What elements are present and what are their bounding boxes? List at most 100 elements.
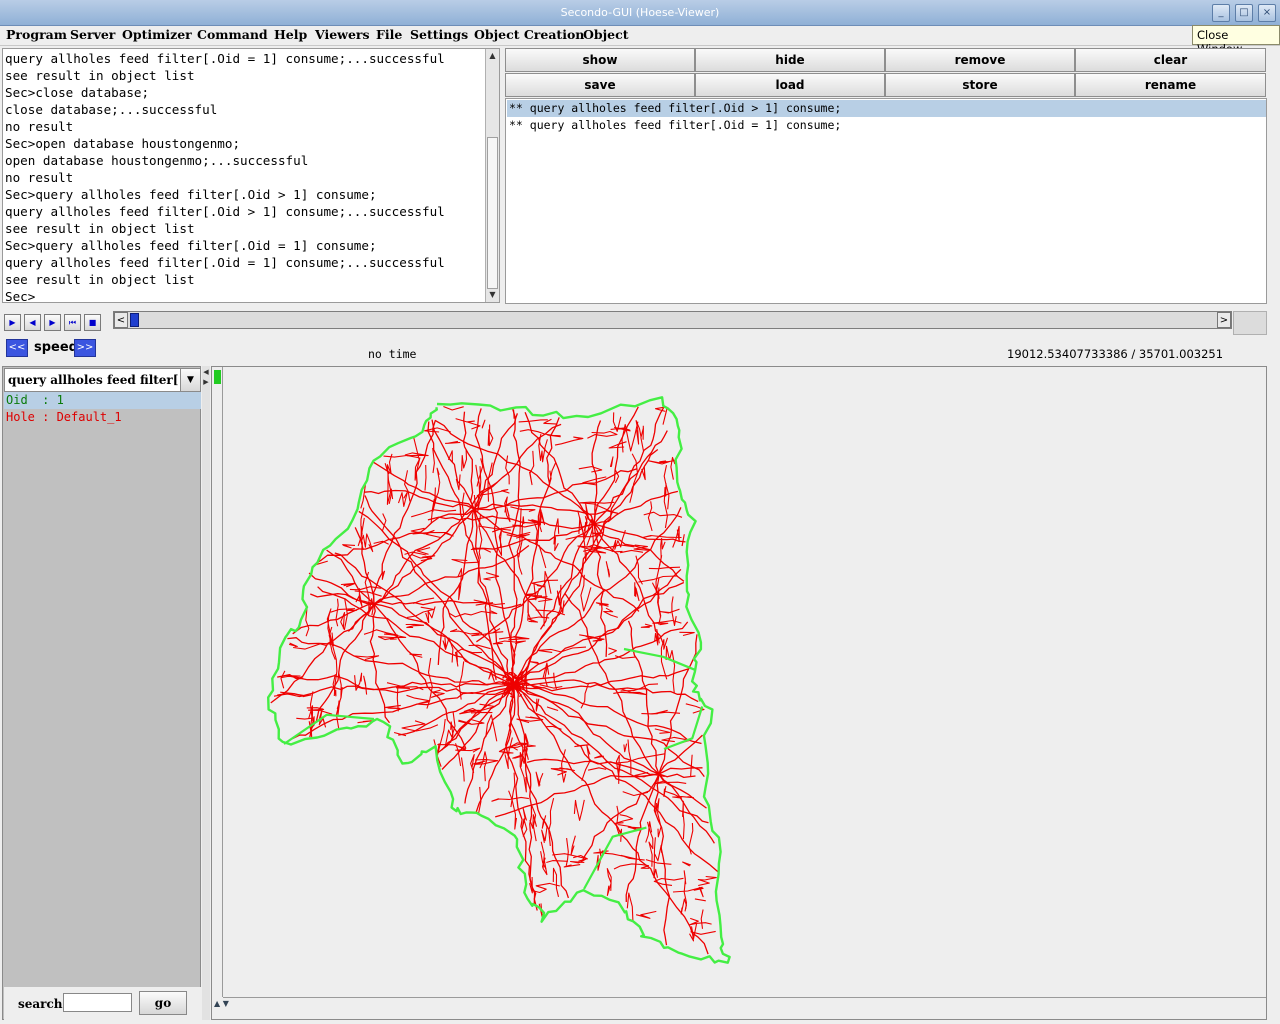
map-line (633, 544, 650, 551)
console-line: no result (5, 170, 74, 185)
query-select[interactable]: query allholes feed filter[.... ▼ (4, 368, 201, 392)
show-button[interactable]: show (505, 48, 695, 72)
search-input[interactable] (63, 993, 132, 1012)
map-line (586, 527, 594, 546)
menu-object[interactable]: Object (583, 27, 629, 42)
map-line (623, 647, 696, 671)
faster-button[interactable]: >> (74, 339, 96, 357)
maximize-icon[interactable]: □ (1235, 4, 1253, 22)
map-line (615, 754, 622, 784)
map-line (504, 496, 511, 523)
menu-file[interactable]: File (376, 27, 403, 42)
map-line (529, 876, 533, 894)
scroll-up-icon[interactable]: ▲ (489, 51, 496, 60)
close-icon[interactable]: × (1258, 4, 1276, 22)
map-line (663, 464, 670, 510)
map-line (305, 605, 310, 637)
store-button[interactable]: store (885, 73, 1075, 97)
command-console[interactable]: query allholes feed filter[.Oid = 1] con… (2, 48, 500, 303)
map-line (697, 875, 717, 887)
object-list-item[interactable]: ** query allholes feed filter[.Oid = 1] … (509, 118, 842, 132)
rename-button[interactable]: rename (1075, 73, 1266, 97)
map-line (663, 786, 667, 797)
map-line (593, 523, 665, 645)
attribute-row-oid[interactable]: Oid : 1 (4, 392, 201, 409)
menu-settings[interactable]: Settings (410, 27, 469, 42)
map-line (381, 513, 387, 532)
map-line (473, 468, 638, 511)
scroll-thumb[interactable] (487, 137, 498, 289)
map-line (535, 609, 565, 616)
time-slider-knob[interactable] (130, 313, 139, 327)
map-line (451, 558, 480, 564)
menu-viewers[interactable]: Viewers (315, 27, 370, 42)
map-line (503, 692, 508, 696)
splitter-right-icon[interactable]: ▶ (203, 378, 209, 386)
go-button[interactable]: go (139, 991, 187, 1015)
map-line (373, 540, 389, 545)
map-line (603, 607, 618, 618)
map-line (460, 757, 465, 782)
console-scrollbar[interactable]: ▲ ▼ (485, 49, 499, 302)
time-slider[interactable]: < > (113, 311, 1232, 329)
map-view[interactable]: ▲ ▼ (211, 366, 1267, 1020)
panel-splitter[interactable]: ◀ ▶ (202, 366, 210, 1020)
menu-help[interactable]: Help (274, 27, 308, 42)
map-line (593, 430, 668, 525)
map-line (373, 481, 498, 605)
map-line (364, 489, 475, 510)
scroll-down-icon[interactable]: ▼ (489, 290, 496, 299)
map-line (288, 642, 298, 648)
map-line (481, 419, 486, 429)
coordinate-readout: 19012.53407733386 / 35701.003251 (1007, 347, 1224, 361)
map-line (655, 555, 663, 593)
map-line (670, 456, 676, 480)
rewind-icon[interactable]: ⏮ (64, 314, 81, 331)
clear-button[interactable]: clear (1075, 48, 1266, 72)
map-line (619, 549, 644, 554)
nav-arrows-icon[interactable]: ▲ ▼ (214, 999, 229, 1008)
map-line (518, 693, 523, 698)
chevron-down-icon[interactable]: ▼ (180, 369, 200, 391)
save-button[interactable]: save (505, 73, 695, 97)
map-line (596, 848, 602, 871)
menu-program[interactable]: Program (6, 27, 67, 42)
map-line (658, 734, 703, 775)
load-button[interactable]: load (695, 73, 885, 97)
menu-server[interactable]: Server (70, 27, 116, 42)
slower-button[interactable]: << (6, 339, 28, 357)
corner-box (1233, 311, 1267, 335)
map-line (546, 706, 559, 712)
menu-optimizer[interactable]: Optimizer (122, 27, 192, 42)
map-line (436, 718, 446, 767)
map-line (472, 758, 499, 765)
map-line (582, 773, 660, 861)
splitter-left-icon[interactable]: ◀ (203, 368, 209, 376)
minimize-icon[interactable]: _ (1212, 4, 1230, 22)
map-line (427, 515, 595, 530)
slider-right-icon[interactable]: > (1217, 312, 1231, 328)
menu-object-creation[interactable]: Object Creation (474, 27, 585, 42)
map-line (514, 684, 520, 690)
map-line (360, 517, 365, 551)
slider-left-icon[interactable]: < (114, 312, 128, 328)
object-list-item[interactable]: ** query allholes feed filter[.Oid > 1] … (507, 100, 1266, 117)
play-icon[interactable]: ▶ (4, 314, 21, 331)
map-line (634, 771, 665, 778)
map-line (485, 714, 498, 742)
hide-button[interactable]: hide (695, 48, 885, 72)
menu-command[interactable]: Command (197, 27, 268, 42)
map-line (497, 529, 503, 556)
attribute-row-hole[interactable]: Hole : Default_1 (6, 410, 122, 424)
map-canvas[interactable] (224, 369, 1264, 995)
map-line (663, 706, 704, 751)
map-line (643, 511, 683, 518)
remove-button[interactable]: remove (885, 48, 1075, 72)
map-line (647, 501, 653, 532)
step-back-icon[interactable]: ◀ (24, 314, 41, 331)
map-line (538, 433, 548, 463)
console-line: Sec>query allholes feed filter[.Oid > 1]… (5, 187, 377, 202)
stop-icon[interactable]: ■ (84, 314, 101, 331)
step-forward-icon[interactable]: ▶ (44, 314, 61, 331)
map-line (543, 418, 558, 425)
